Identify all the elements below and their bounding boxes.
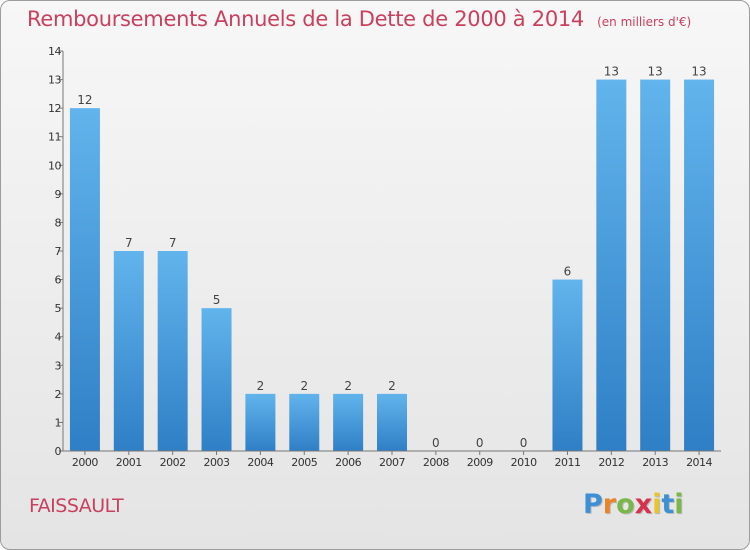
y-tick-label: 14 xyxy=(48,45,61,58)
y-tick-label: 9 xyxy=(55,188,62,201)
y-tick-label: 5 xyxy=(55,302,62,315)
bar xyxy=(333,393,364,451)
chart-title: Remboursements Annuels de la Dette de 20… xyxy=(27,7,584,31)
bar-value-label: 13 xyxy=(691,65,706,79)
bar-value-label: 13 xyxy=(604,65,619,79)
y-tick-label: 0 xyxy=(55,445,62,458)
y-tick-label: 1 xyxy=(55,416,62,429)
logo-letter: t xyxy=(661,489,675,520)
bar xyxy=(552,279,583,451)
bar xyxy=(157,251,188,451)
bar-value-label: 2 xyxy=(300,379,308,393)
logo-letter: x xyxy=(634,489,653,520)
x-tick-label: 2011 xyxy=(554,456,580,469)
x-tick-label: 2000 xyxy=(72,456,98,469)
title-row: Remboursements Annuels de la Dette de 20… xyxy=(27,7,691,31)
y-tick-label: 10 xyxy=(48,159,61,172)
proxiti-logo: Proxiti xyxy=(583,489,684,520)
y-tick-label: 7 xyxy=(55,245,62,258)
bar xyxy=(377,393,407,451)
commune-name: FAISSAULT xyxy=(29,495,124,517)
y-tick-label: 12 xyxy=(48,102,61,115)
x-tick-label: 2004 xyxy=(247,456,273,469)
bar xyxy=(684,79,715,452)
x-axis: 2000 2001 2002 2003 2004 2005 2006 2007 2008 2009… xyxy=(63,450,721,469)
y-tick-label: 2 xyxy=(55,388,62,401)
bar xyxy=(289,393,320,451)
y-tick-label: 8 xyxy=(55,216,62,229)
x-tick-label: 2010 xyxy=(511,456,537,469)
x-tick-label: 2003 xyxy=(204,456,230,469)
logo-letter: r xyxy=(602,489,617,520)
bar-value-label: 12 xyxy=(77,93,92,107)
bar-value-label: 7 xyxy=(169,236,177,250)
x-tick-label: 2013 xyxy=(642,456,668,469)
bar-value-label: 2 xyxy=(388,379,396,393)
bar-value-label: 5 xyxy=(213,293,221,307)
bar-value-label: 0 xyxy=(476,436,484,450)
bars-group: 12 7 7 5 2 2 2 2 0 0 0 6 13 13 13 xyxy=(69,65,715,452)
x-tick-label: 2001 xyxy=(116,456,142,469)
y-tick-label: 4 xyxy=(55,331,62,344)
logo-letter: i xyxy=(674,489,684,520)
bar-value-label: 0 xyxy=(432,436,440,450)
y-tick-label: 13 xyxy=(48,74,61,87)
logo-letter: i xyxy=(652,489,662,520)
y-tick-label: 6 xyxy=(55,274,62,287)
bar xyxy=(69,108,100,452)
bar-value-label: 13 xyxy=(648,65,663,79)
bar-value-label: 7 xyxy=(125,236,133,250)
x-tick-label: 2012 xyxy=(598,456,624,469)
x-tick-label: 2002 xyxy=(160,456,186,469)
bar xyxy=(640,79,671,452)
x-tick-label: 2005 xyxy=(291,456,317,469)
bar-value-label: 2 xyxy=(344,379,352,393)
bar xyxy=(245,393,276,451)
bar-value-label: 0 xyxy=(520,436,528,450)
y-tick-label: 11 xyxy=(48,131,61,144)
bar-value-label: 2 xyxy=(257,379,265,393)
x-tick-label: 2008 xyxy=(423,456,449,469)
y-tick-label: 3 xyxy=(55,359,62,372)
logo-letter: o xyxy=(616,489,635,520)
bar xyxy=(113,251,144,451)
logo-letter: P xyxy=(583,489,603,520)
bar-value-label: 6 xyxy=(564,265,572,279)
x-tick-label: 2006 xyxy=(335,456,361,469)
x-tick-label: 2014 xyxy=(686,456,712,469)
x-tick-label: 2009 xyxy=(467,456,493,469)
bar xyxy=(201,308,232,451)
bar xyxy=(596,79,627,452)
chart-subtitle: (en milliers d'€) xyxy=(597,15,692,29)
x-tick-label: 2007 xyxy=(379,456,405,469)
